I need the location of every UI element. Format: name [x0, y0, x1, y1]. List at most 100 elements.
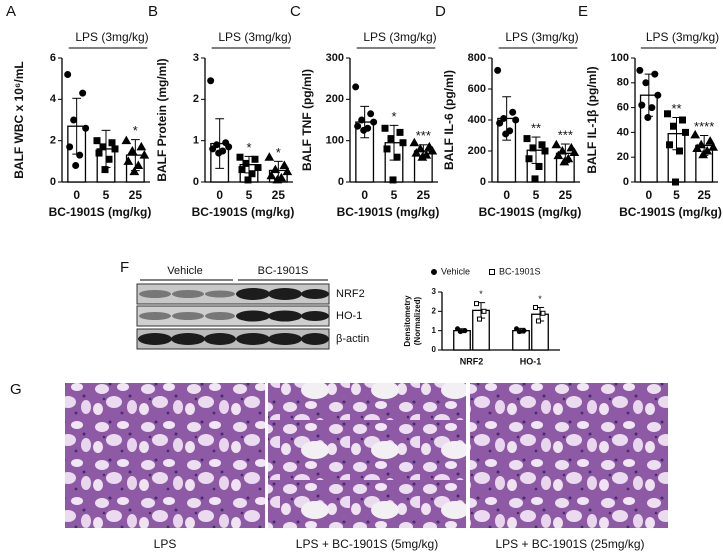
bands — [139, 290, 235, 320]
data-point — [664, 110, 671, 118]
data-point — [101, 166, 109, 174]
data-point — [481, 308, 487, 314]
data-point — [541, 147, 549, 155]
data-point — [123, 156, 134, 165]
panel-label: E — [578, 3, 588, 20]
blot-row-label: HO-1 — [336, 310, 362, 322]
significance: ** — [671, 101, 681, 116]
y-tick-label: 2 — [432, 306, 437, 315]
caption: LPS + BC-1901S (25mg/kg) — [495, 537, 644, 551]
data-point — [121, 135, 132, 145]
x-axis-label: BC-1901S (mg/kg) — [192, 205, 295, 219]
x-tick-label: 5 — [391, 188, 398, 202]
data-point — [367, 110, 375, 118]
data-point — [682, 128, 689, 136]
data-point — [708, 142, 719, 151]
data-point — [387, 135, 395, 143]
y-tick-label: 400 — [468, 114, 486, 126]
blot-group: BC-1901S — [258, 265, 309, 277]
y-tick-label: 0 — [50, 176, 56, 188]
data-point — [279, 160, 290, 169]
blot-group: Vehicle — [167, 265, 202, 277]
data-point — [409, 137, 420, 147]
legend-marker — [489, 269, 495, 275]
legend-marker — [431, 269, 437, 275]
data-point — [651, 70, 659, 78]
data-point — [254, 164, 262, 172]
blot-row-label: NRF2 — [336, 288, 365, 300]
data-point — [690, 129, 701, 139]
data-point — [638, 101, 646, 109]
x-tick-label: 25 — [559, 188, 573, 202]
panel-label: G — [10, 381, 22, 398]
data-point — [264, 152, 275, 161]
significance: * — [246, 140, 251, 155]
data-point — [427, 145, 438, 155]
data-point — [248, 170, 256, 178]
significance: * — [276, 145, 281, 160]
data-point — [473, 301, 479, 307]
y-tick-label: 0 — [432, 345, 437, 354]
data-point — [242, 159, 250, 167]
data-point — [502, 130, 510, 138]
y-tick-label: 3 — [432, 287, 437, 296]
annotation: LPS (3mg/kg) — [218, 30, 291, 44]
data-point — [455, 326, 461, 332]
data-point — [496, 119, 504, 127]
data-point — [705, 136, 716, 145]
data-point — [383, 145, 391, 153]
x-tick-label: 5 — [246, 188, 253, 202]
annotation: LPS (3mg/kg) — [75, 30, 148, 44]
data-point — [523, 135, 531, 143]
data-point — [282, 166, 293, 176]
histology: LPS LPS + BC-1901S (5mg/kg) LPS + BC-190… — [65, 383, 668, 551]
data-point — [698, 149, 709, 159]
data-point — [370, 118, 378, 126]
data-point — [636, 66, 644, 74]
data-point — [105, 155, 113, 163]
data-point — [415, 143, 426, 153]
x-tick-label: HO-1 — [520, 356, 542, 366]
significance: * — [391, 109, 396, 124]
y-axis-label: BALF IL-6 (pg/ml) — [442, 70, 456, 170]
data-point — [95, 149, 103, 157]
y-tick-label: 200 — [468, 145, 486, 157]
data-point — [393, 153, 401, 161]
data-point — [209, 145, 217, 153]
x-tick-label: 5 — [103, 188, 110, 202]
data-point — [358, 116, 366, 124]
data-point — [514, 326, 520, 332]
bands — [138, 288, 329, 345]
data-point — [679, 116, 686, 124]
y-axis-label: BALF TNF (pg/ml) — [300, 69, 314, 171]
data-point — [108, 139, 116, 147]
data-point — [360, 126, 368, 134]
data-point — [670, 122, 677, 130]
panel-label: D — [435, 3, 446, 20]
y-tick-label: 40 — [617, 126, 629, 138]
data-point — [411, 148, 422, 157]
data-point — [66, 143, 74, 151]
x-tick-label: 25 — [272, 188, 286, 202]
y-tick-label: 300 — [326, 52, 344, 64]
data-point — [93, 137, 101, 145]
x-axis-label: BC-1901S (mg/kg) — [337, 205, 440, 219]
significance: *** — [416, 128, 431, 143]
data-point — [559, 156, 570, 166]
data-point — [535, 318, 541, 324]
data-point — [494, 66, 502, 74]
data-point — [251, 155, 259, 163]
data-point — [648, 104, 656, 112]
significance: * — [133, 123, 138, 138]
y-axis-label: Densitometry — [403, 295, 412, 347]
data-point — [136, 141, 147, 151]
caption: LPS — [154, 537, 177, 551]
y-axis-label: (Normalized) — [413, 296, 422, 345]
data-point — [535, 163, 543, 170]
data-point — [270, 164, 281, 174]
y-tick-label: 2 — [50, 135, 56, 147]
data-point — [676, 147, 683, 155]
y-tick-label: 3 — [193, 52, 199, 64]
x-axis-label: BC-1901S (mg/kg) — [619, 205, 722, 219]
